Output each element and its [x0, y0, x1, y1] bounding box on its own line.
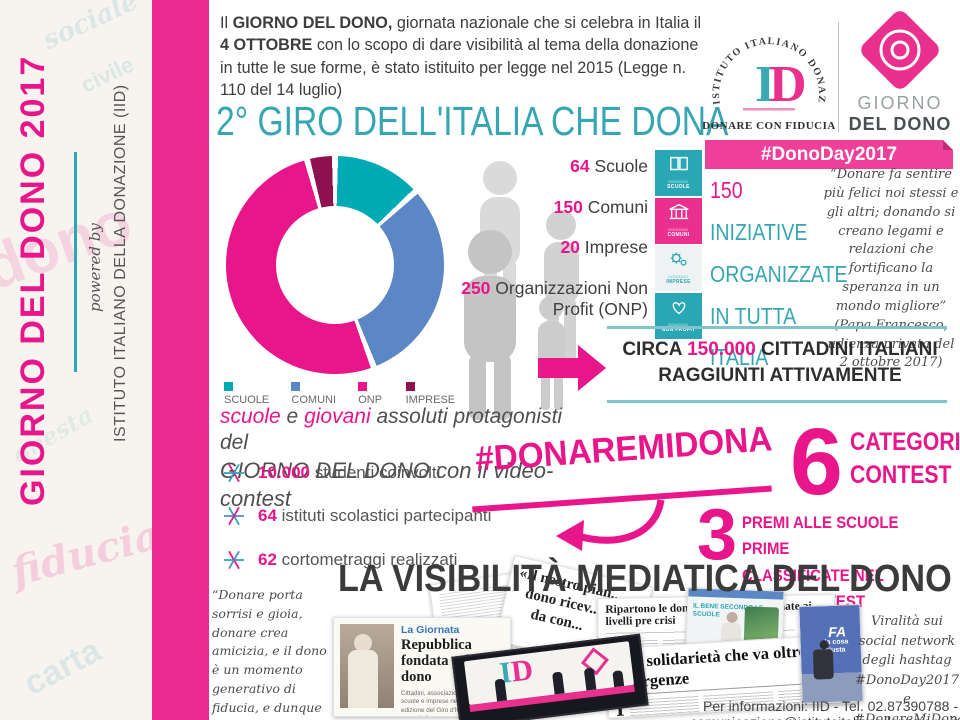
- teal-divider-bottom: [607, 400, 947, 403]
- donoday-ribbon: #DonoDay2017: [705, 140, 953, 169]
- gdd-logo-line1: GIORNO: [857, 93, 943, 113]
- sidebar-divider-line: [74, 152, 77, 372]
- legend-item: ONP: [358, 382, 392, 406]
- legend-item: COMUNI: [291, 382, 345, 406]
- contest-categorie-label: CATEGORIE CONTEST: [850, 428, 960, 489]
- badge-scuole: DONODAY SCUOLE: [655, 150, 702, 196]
- iid-logo-graphic: ISTITUTO ITALIANO DONAZIONE I D DONARE C…: [698, 0, 835, 132]
- papa-francesco-quote: “Donare fa sentire più felici noi stessi…: [823, 167, 959, 371]
- star-bullet-icon: [224, 463, 244, 483]
- watermark-word: fiducia: [6, 511, 152, 596]
- teal-divider-top: [607, 326, 947, 329]
- intro-paragraph: Il GIORNO DEL DONO, giornata nazionale c…: [220, 14, 702, 100]
- bank-icon: [669, 203, 688, 219]
- page-title: 2° GIRO DELL'ITALIA CHE DONA: [216, 98, 729, 144]
- iid-monogram-i: I: [755, 56, 775, 113]
- watermark-word: sociale: [38, 0, 143, 56]
- protagonisti-text: scuole e giovani assoluti protagonisti d…: [220, 405, 563, 511]
- magenta-accent-bar: [152, 0, 209, 720]
- chart-legend: SCUOLE COMUNI ONP IMPRESE: [224, 382, 464, 406]
- donoday-badges: DONODAY SCUOLE DONODAY COMUNI DONODAY IMPRE…: [655, 150, 702, 340]
- event-title-vertical: GIORNO DEL DONO 2017: [14, 54, 52, 506]
- book-icon: [669, 156, 688, 171]
- watermark-word: carta: [17, 631, 108, 703]
- participation-stats: 64 Scuole 150 Comuni 20 Imprese 250 Orga…: [436, 156, 648, 339]
- press-photo: [340, 624, 394, 708]
- bullet-studenti: 10.000 studenti coinvolti: [222, 458, 552, 488]
- legend-item: IMPRESE: [405, 382, 464, 406]
- star-bullet-icon: [224, 550, 244, 570]
- people-silhouettes-icon: [464, 161, 579, 420]
- premi-number-3: 3: [697, 495, 738, 575]
- left-sidebar: sociale dono civile fiducia carta onesta…: [0, 0, 152, 720]
- media-section-title: LA VISIBILITÀ MEDIATICA DEL DONO: [338, 558, 952, 600]
- curved-arrow-icon: [556, 499, 665, 551]
- iid-monogram-d: D: [769, 56, 807, 113]
- press-kicker: La Giornata: [401, 624, 460, 636]
- bullet-istituti: 64 istituti scolastici partecipanti: [222, 501, 552, 531]
- badge-imprese: DONODAY IMPRESE: [655, 245, 702, 291]
- social-virality-note: Viralità sui social network degli hashta…: [854, 614, 960, 720]
- contest-number-6: 6: [790, 409, 843, 515]
- giorno-del-dono-logo: GIORNO DEL DONO: [846, 7, 954, 136]
- footer-contact-info: Per informazioni: IID - Tel. 02.87390788…: [690, 698, 958, 720]
- mattarella-quote: “Donare porta sorrisi e gioia, donare cr…: [212, 587, 327, 720]
- star-bullet-icon: [224, 506, 244, 526]
- gears-icon: [670, 252, 687, 266]
- logo-divider: [838, 22, 839, 132]
- diamond-knot-icon: [857, 7, 943, 93]
- stat-onp: 250 Organizzazioni Non Profit (ONP): [461, 277, 648, 319]
- tv-person-silhouette: [811, 640, 838, 681]
- tv-person-silhouette: [552, 671, 565, 695]
- heart-icon: [672, 301, 685, 314]
- badge-comuni: DONODAY COMUNI: [655, 197, 702, 244]
- reach-statement: CIRCA 150.000 CITTADINI ITALIANI RAGGIUN…: [622, 339, 938, 386]
- stat-imprese: 20 Imprese: [560, 237, 648, 258]
- tv-person-silhouette: [612, 670, 625, 688]
- badge-non-profit: DONODAY NON PROFIT: [655, 292, 702, 339]
- press-body: Cittadini, associazioni, Comuni, scuole …: [401, 689, 497, 716]
- arrow-right-icon: [538, 345, 606, 391]
- iid-tagline: DONARE CON FIDUCIA: [703, 120, 835, 132]
- organization-name-vertical: ISTITUTO ITALIANO DELLA DONAZIONE (IID): [112, 84, 129, 442]
- iid-logo: ISTITUTO ITALIANO DONAZIONE I D DONARE C…: [698, 0, 835, 138]
- powered-by-label: powered by: [86, 223, 104, 312]
- gdd-logo-line2: DEL DONO: [848, 113, 952, 134]
- donut-chart-hole: [276, 206, 394, 324]
- stat-scuole: 64 Scuole: [570, 156, 648, 176]
- stat-comuni: 150 Comuni: [553, 196, 648, 217]
- iniziative-block: 150 INIZIATIVE ORGANIZZATE IN TUTTA ITAL…: [710, 177, 848, 371]
- bullet-cortometraggi: 62 cortometraggi realizzati: [222, 545, 552, 575]
- legend-item: SCUOLE: [224, 382, 278, 406]
